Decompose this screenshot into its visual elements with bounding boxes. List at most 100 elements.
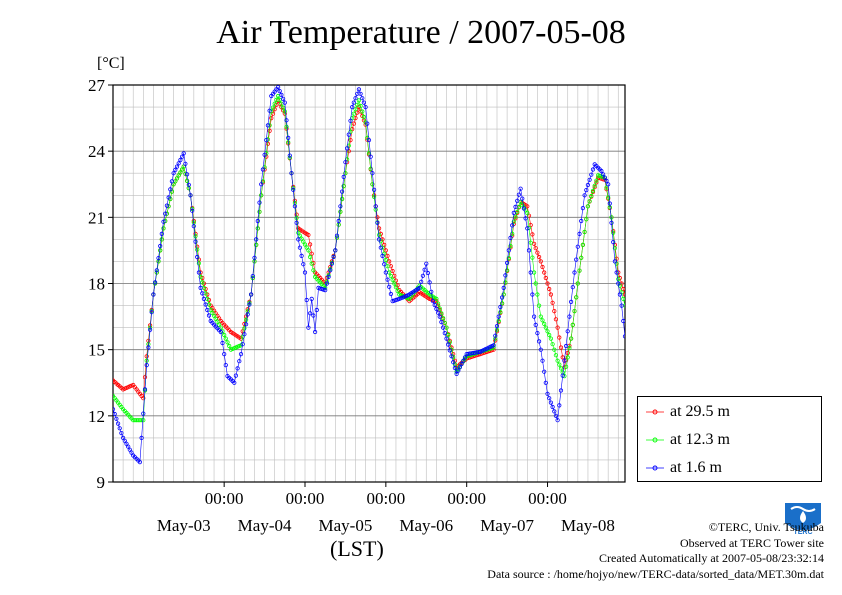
data-point	[510, 231, 515, 236]
data-point	[375, 215, 380, 220]
data-point	[553, 413, 559, 418]
data-point	[254, 242, 259, 247]
data-point	[557, 362, 562, 367]
data-point	[139, 435, 144, 440]
data-point	[535, 330, 540, 336]
legend-marker-red	[646, 409, 664, 415]
data-point	[606, 195, 611, 200]
data-point	[621, 296, 625, 301]
y-tick-label: 21	[88, 208, 105, 227]
data-point	[602, 175, 607, 180]
legend-label: at 29.5 m	[670, 403, 730, 420]
data-point	[523, 216, 528, 221]
data-point	[280, 96, 286, 101]
data-point	[173, 167, 178, 172]
data-point	[446, 342, 451, 347]
data-point	[141, 411, 146, 416]
credit-source: Data source : /home/hojyo/new/TERC-data/…	[487, 566, 824, 581]
data-point	[550, 404, 555, 410]
data-point	[222, 332, 227, 338]
data-point	[292, 204, 297, 209]
data-point	[174, 176, 180, 181]
data-point	[584, 188, 589, 193]
data-point	[309, 251, 314, 256]
x-date-label: May-03	[157, 516, 211, 535]
data-point	[351, 111, 356, 116]
data-point	[425, 270, 430, 276]
data-point	[307, 254, 313, 260]
data-point	[536, 254, 542, 260]
data-point	[255, 226, 260, 231]
data-point	[148, 327, 153, 332]
data-point	[560, 355, 565, 360]
data-point	[419, 279, 424, 284]
data-point	[606, 182, 611, 187]
data-point	[245, 312, 250, 317]
data-point	[343, 160, 348, 165]
data-point	[427, 280, 432, 285]
data-point	[181, 151, 186, 156]
data-point	[113, 411, 117, 417]
data-point	[151, 292, 156, 297]
series-line-2	[113, 86, 625, 463]
data-point	[371, 187, 377, 192]
data-point	[225, 340, 230, 345]
data-point	[119, 430, 124, 436]
data-point	[378, 245, 383, 250]
y-tick-label: 12	[88, 407, 105, 426]
data-point	[548, 400, 554, 405]
data-point	[205, 307, 210, 313]
data-point	[311, 268, 316, 273]
data-point	[161, 226, 166, 231]
x-date-label: May-08	[561, 516, 615, 535]
data-point	[577, 268, 582, 273]
plot-frame	[112, 84, 626, 483]
data-point	[540, 358, 545, 363]
data-point	[442, 330, 447, 336]
data-point	[612, 259, 618, 264]
data-point	[434, 296, 439, 301]
data-point	[565, 350, 570, 356]
data-point	[565, 355, 570, 360]
logo-text: TERC	[793, 529, 812, 536]
data-point	[341, 184, 346, 189]
data-point	[594, 178, 599, 183]
data-point	[139, 418, 144, 423]
legend-marker-blue	[646, 465, 664, 471]
data-point	[494, 323, 500, 329]
data-point	[299, 253, 304, 258]
data-point	[621, 318, 625, 324]
data-point	[307, 242, 313, 247]
data-point	[496, 314, 501, 319]
data-point	[280, 105, 286, 110]
data-point	[543, 275, 548, 281]
data-point	[222, 351, 227, 357]
data-point	[265, 123, 270, 128]
data-point	[506, 248, 511, 253]
data-point	[259, 182, 264, 187]
x-date-label: May-05	[319, 516, 373, 535]
data-point	[568, 299, 574, 304]
data-point	[265, 141, 270, 146]
data-point	[356, 98, 361, 103]
data-point	[171, 182, 176, 187]
data-point	[584, 217, 589, 222]
data-point	[307, 311, 313, 316]
y-tick-label: 15	[88, 341, 105, 360]
legend: at 29.5 m at 12.3 m at 1.6 m	[637, 396, 822, 482]
data-point	[166, 195, 171, 200]
data-point	[309, 261, 314, 266]
data-point	[312, 329, 318, 335]
data-point	[589, 172, 594, 177]
data-point	[178, 157, 183, 163]
data-point	[220, 340, 225, 346]
data-point	[260, 167, 265, 172]
data-point	[528, 240, 533, 245]
data-point	[117, 426, 122, 431]
data-point	[168, 187, 173, 192]
data-point	[533, 322, 538, 327]
data-point	[503, 273, 508, 278]
data-point	[599, 168, 604, 174]
data-point	[203, 302, 208, 307]
data-point	[185, 172, 190, 177]
